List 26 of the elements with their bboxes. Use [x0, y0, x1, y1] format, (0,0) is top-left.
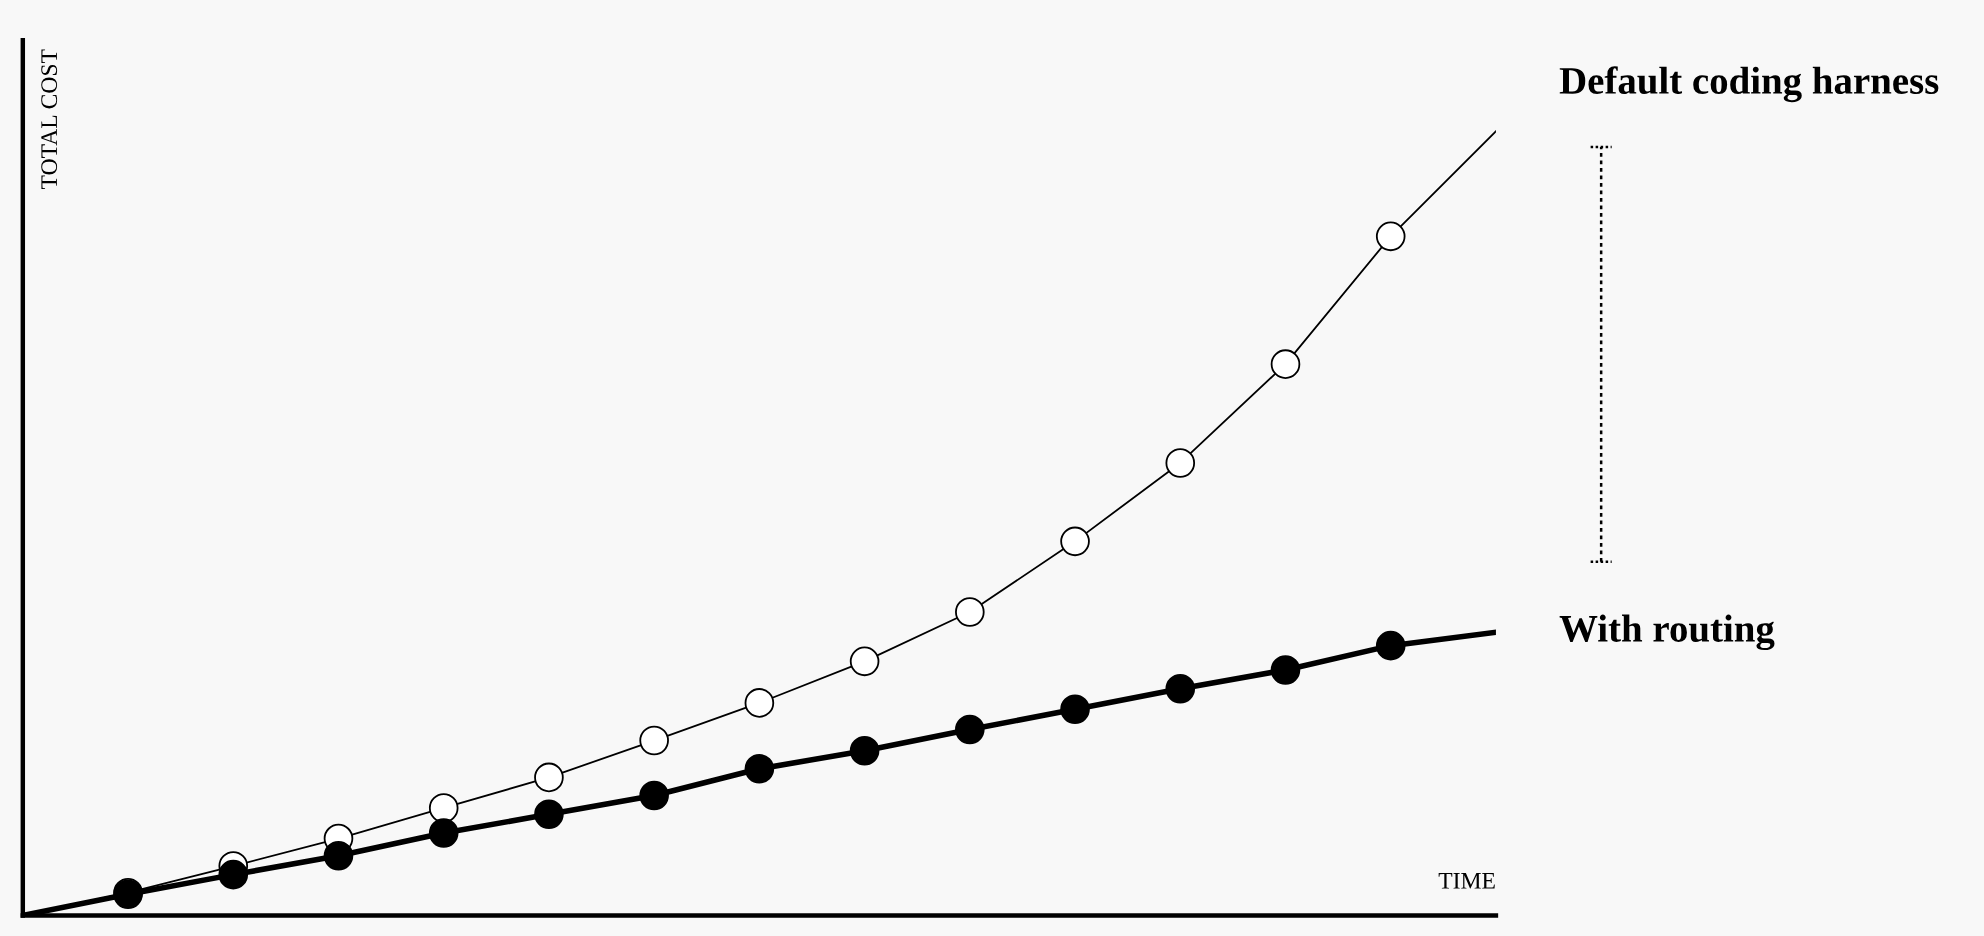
point — [218, 859, 249, 890]
point — [1375, 630, 1406, 661]
point — [849, 646, 880, 677]
point — [1165, 673, 1196, 704]
point — [534, 799, 564, 830]
y-axis-title: TOTAL COST — [41, 49, 58, 190]
point — [428, 793, 459, 823]
x-axis-title: TIME — [1438, 873, 1495, 889]
point — [1060, 694, 1090, 724]
point — [744, 688, 775, 718]
point — [1270, 655, 1301, 685]
point — [639, 725, 669, 756]
point — [323, 841, 354, 871]
point — [1165, 448, 1196, 478]
point — [534, 762, 564, 793]
series-label: Default coding harness — [1559, 66, 1939, 103]
point — [1060, 526, 1090, 557]
point — [955, 597, 985, 627]
point — [849, 735, 880, 766]
point — [955, 714, 985, 745]
point — [639, 780, 669, 811]
point — [744, 753, 775, 784]
point — [1270, 349, 1301, 379]
point — [428, 818, 459, 848]
point — [1375, 221, 1406, 252]
series-label: With routing — [1559, 614, 1775, 651]
